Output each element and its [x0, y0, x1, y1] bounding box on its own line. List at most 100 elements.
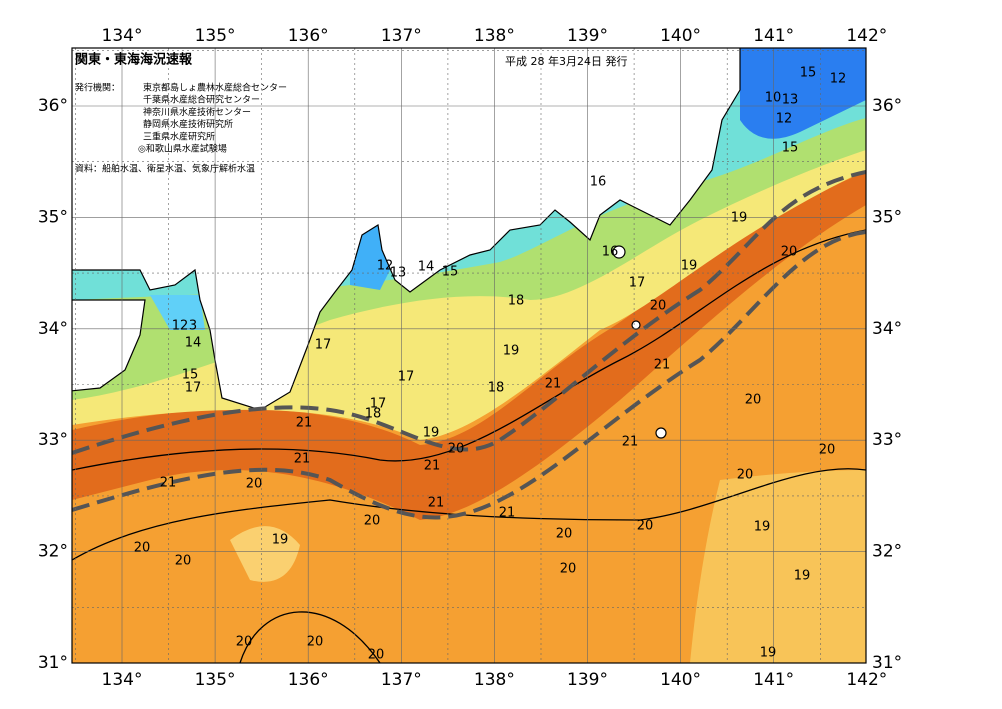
contour-label: 20: [737, 468, 754, 483]
warm-patch: [230, 526, 300, 582]
contour-label: 17: [185, 381, 202, 396]
contour-label: 20: [781, 245, 798, 260]
lon-label: 140°: [660, 670, 701, 690]
contour-label: 19: [794, 569, 811, 584]
contour-label: 21: [428, 496, 445, 511]
contour-label: 17: [315, 338, 332, 353]
sources: 資料：船舶水温、衛星水温、気象庁解析水温: [75, 163, 255, 175]
contour-label: 21: [294, 452, 311, 467]
lon-label: 134°: [102, 670, 143, 690]
contour-label: 10: [765, 91, 782, 106]
kuroshio: [72, 172, 866, 520]
lon-label: 138°: [474, 26, 515, 46]
island: [631, 320, 641, 330]
contour-label: 13: [390, 266, 407, 281]
lon-label: 142°: [846, 670, 887, 690]
contour-label: 20: [368, 648, 385, 663]
contour-label: 21: [654, 358, 671, 373]
contour-label: 15: [182, 368, 199, 383]
contour-label: 14: [418, 260, 435, 275]
contour-label: 20: [364, 514, 381, 529]
issuer: 東京都島しょ農林水産総合センター: [143, 82, 287, 94]
lon-label: 138°: [474, 670, 515, 690]
issuer: 静岡県水産技術研究所: [143, 118, 233, 130]
contour-label: 20: [637, 519, 654, 534]
issuer: ◎和歌山県水産試験場: [138, 143, 227, 155]
contour-label: 19: [754, 520, 771, 535]
lat-label: 33°: [38, 430, 68, 450]
contour-label: 18: [365, 407, 382, 422]
graticule: [72, 48, 866, 663]
contour-label: 12: [776, 112, 793, 127]
osaka-bay: [150, 295, 205, 330]
contour-label: 21: [296, 416, 313, 431]
lon-label: 139°: [567, 26, 608, 46]
issue-date: 平成 28 年3月24日 発行: [505, 54, 627, 68]
contour-label: 20: [175, 554, 192, 569]
lon-label: 134°: [102, 26, 143, 46]
issuer: 三重県水産研究所: [143, 130, 215, 142]
lon-label: 137°: [381, 670, 422, 690]
lon-label: 139°: [567, 670, 608, 690]
lon-label: 136°: [288, 670, 329, 690]
contour-label: 15: [442, 265, 459, 280]
contour-label: 19: [681, 259, 698, 274]
contour-label: 21: [622, 435, 639, 450]
contour-label: 21: [160, 476, 177, 491]
lat-label: 34°: [872, 319, 902, 339]
contour-label: 20: [745, 393, 762, 408]
contour-label: 19: [503, 344, 520, 359]
lon-label: 136°: [288, 26, 329, 46]
issuer: 神奈川県水産技術センター: [143, 106, 251, 118]
contour-label: 20: [307, 635, 324, 650]
warm-patch: [690, 470, 866, 663]
contour-label: 15: [782, 141, 799, 156]
contour-label: 12: [377, 259, 394, 274]
issuer: 千葉県水産総合研究センター: [143, 94, 260, 106]
contour-label: 20: [448, 442, 465, 457]
lat-label: 31°: [872, 653, 902, 673]
contour-label: 12: [830, 72, 847, 87]
island: [655, 427, 667, 439]
contour-label: 13: [782, 93, 799, 108]
lat-label: 34°: [38, 319, 68, 339]
contour-label: 14: [185, 336, 202, 351]
lon-label: 140°: [660, 26, 701, 46]
lat-label: 35°: [38, 207, 68, 227]
contour-label: 20: [134, 541, 151, 556]
contour-label: 20: [650, 299, 667, 314]
lon-label: 135°: [195, 26, 236, 46]
contour-label: 20: [236, 635, 253, 650]
contour-label: 19: [731, 211, 748, 226]
title: 関東・東海海況速報: [75, 52, 193, 68]
contour-label: 12: [172, 319, 189, 334]
contour-label: 20: [819, 443, 836, 458]
contour-label: 21: [424, 459, 441, 474]
contour-label: 18: [488, 381, 505, 396]
contour-label: 20: [560, 562, 577, 577]
contour-label: 17: [398, 370, 415, 385]
isotherm: [239, 611, 381, 663]
lat-label: 32°: [872, 542, 902, 562]
contour-label: 19: [760, 646, 777, 661]
current-axis: [72, 230, 866, 520]
lon-label: 137°: [381, 26, 422, 46]
contour-label: 21: [499, 506, 516, 521]
contour-label: 17: [370, 397, 387, 412]
lon-label: 135°: [195, 670, 236, 690]
issuer-label: 発行機関：: [75, 82, 120, 94]
lat-label: 32°: [38, 542, 68, 562]
lat-label: 35°: [872, 207, 902, 227]
lon-label: 141°: [753, 670, 794, 690]
contour-label: 18: [508, 294, 525, 309]
contour-label: 17: [629, 276, 646, 291]
land-honshu: [72, 48, 741, 411]
island: [612, 245, 626, 259]
contour-label: 15: [800, 66, 817, 81]
map-frame: [71, 47, 867, 664]
contour-label: 19: [423, 426, 440, 441]
contour-label: 21: [545, 377, 562, 392]
contour-label: 19: [272, 533, 289, 548]
